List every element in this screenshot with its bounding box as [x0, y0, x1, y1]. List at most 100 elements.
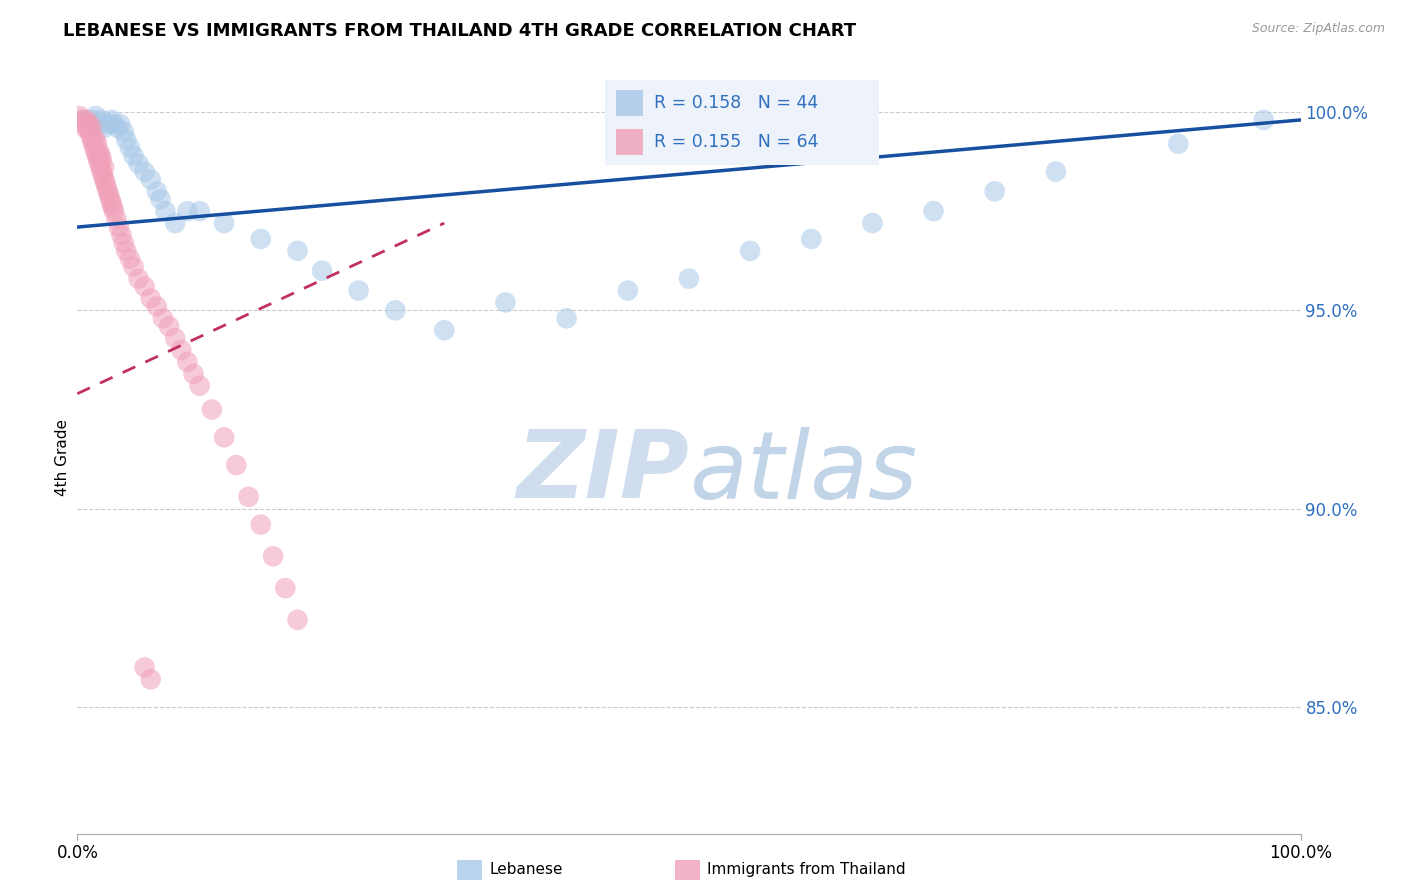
Point	[91, 169, 114, 183]
Point	[152, 311, 174, 326]
Bar	[616, 90, 643, 116]
Point	[115, 133, 138, 147]
Text: Source: ZipAtlas.com: Source: ZipAtlas.com	[1251, 22, 1385, 36]
Text: R = 0.155   N = 64: R = 0.155 N = 64	[654, 133, 818, 151]
Point	[188, 378, 211, 392]
Point	[149, 192, 172, 206]
Point	[122, 260, 145, 274]
Point	[347, 284, 370, 298]
Point	[100, 112, 122, 127]
Point	[311, 263, 333, 277]
Point	[112, 235, 135, 250]
Point	[115, 244, 138, 258]
Point	[103, 117, 125, 131]
Point	[238, 490, 260, 504]
Point	[495, 295, 517, 310]
Point	[127, 156, 149, 170]
Point	[201, 402, 224, 417]
Point	[1253, 112, 1275, 127]
Point	[555, 311, 578, 326]
Point	[139, 292, 162, 306]
Point	[79, 117, 101, 131]
Point	[157, 319, 180, 334]
Point	[84, 145, 107, 159]
Point	[1045, 164, 1067, 178]
Point	[87, 153, 110, 167]
Point	[77, 120, 100, 135]
Text: R = 0.158   N = 44: R = 0.158 N = 44	[654, 95, 818, 112]
Point	[90, 112, 112, 127]
Text: Immigrants from Thailand: Immigrants from Thailand	[707, 863, 905, 877]
Point	[146, 300, 169, 314]
Text: Lebanese: Lebanese	[489, 863, 562, 877]
Point	[170, 343, 193, 357]
Point	[862, 216, 884, 230]
Point	[922, 204, 945, 219]
Text: atlas: atlas	[689, 426, 917, 517]
Point	[146, 185, 169, 199]
Point	[262, 549, 284, 564]
Point	[176, 355, 198, 369]
Point	[183, 367, 205, 381]
Point	[97, 185, 120, 199]
Point	[69, 109, 91, 123]
Point	[90, 149, 112, 163]
Point	[287, 613, 309, 627]
Point	[225, 458, 247, 472]
Point	[107, 120, 129, 135]
Point	[108, 117, 131, 131]
Point	[80, 128, 103, 143]
Point	[75, 112, 97, 127]
Point	[250, 517, 273, 532]
Point	[84, 133, 107, 147]
Point	[98, 188, 121, 202]
Point	[118, 141, 141, 155]
Point	[212, 216, 235, 230]
Point	[90, 153, 112, 167]
Point	[176, 204, 198, 219]
Point	[80, 120, 103, 135]
Point	[274, 581, 297, 595]
Point	[155, 204, 177, 219]
Point	[103, 204, 125, 219]
Point	[70, 112, 93, 127]
Point	[80, 112, 103, 127]
Point	[94, 177, 117, 191]
Point	[139, 673, 162, 687]
Point	[83, 141, 105, 155]
Point	[134, 164, 156, 178]
Point	[80, 133, 103, 147]
Point	[118, 252, 141, 266]
Point	[86, 149, 108, 163]
Point	[100, 196, 122, 211]
Point	[384, 303, 406, 318]
Point	[1167, 136, 1189, 151]
Point	[79, 125, 101, 139]
Point	[212, 430, 235, 444]
Point	[678, 271, 700, 285]
Point	[105, 212, 128, 227]
Point	[984, 185, 1007, 199]
Point	[93, 120, 115, 135]
Point	[122, 149, 145, 163]
Point	[73, 120, 96, 135]
Point	[93, 161, 115, 175]
Point	[86, 136, 108, 151]
Point	[93, 172, 115, 186]
Point	[112, 125, 135, 139]
Point	[139, 172, 162, 186]
Point	[250, 232, 273, 246]
Point	[82, 136, 104, 151]
Point	[72, 117, 94, 131]
Point	[98, 192, 121, 206]
Point	[188, 204, 211, 219]
Point	[84, 109, 107, 123]
Point	[617, 284, 640, 298]
Point	[127, 271, 149, 285]
Point	[165, 331, 187, 345]
Point	[89, 156, 111, 170]
Point	[101, 200, 124, 214]
Point	[287, 244, 309, 258]
Point	[165, 216, 187, 230]
Point	[96, 180, 118, 194]
